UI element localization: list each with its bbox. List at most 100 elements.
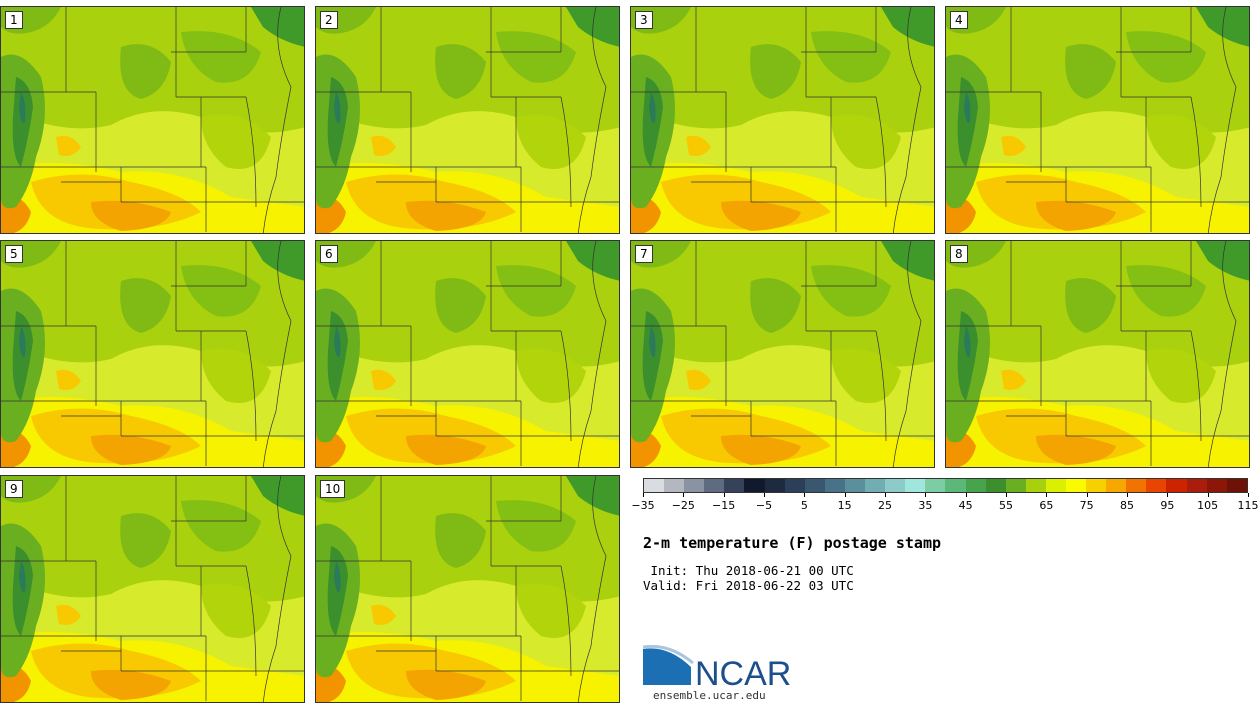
ensemble-url: ensemble.ucar.edu	[653, 689, 766, 702]
colorbar-tick-label: −5	[755, 499, 773, 512]
colorbar-tick-label: −15	[712, 499, 736, 512]
colorbar-tick	[1046, 493, 1048, 497]
colorbar-tick	[1086, 493, 1088, 497]
member-number-label: 10	[320, 480, 346, 498]
ncar-logo: NCAR	[643, 645, 791, 690]
member-map-panel: 7	[630, 240, 935, 468]
colorbar-swatch	[764, 479, 785, 492]
colorbar-swatch	[724, 479, 745, 492]
member-map-panel: 8	[945, 240, 1250, 468]
colorbar-swatch	[664, 479, 685, 492]
colorbar-swatch	[1086, 479, 1107, 492]
colorbar-tick	[764, 493, 765, 497]
member-number-label: 9	[5, 480, 23, 498]
init-time: Init: Thu 2018-06-21 00 UTC	[643, 563, 854, 578]
colorbar-swatch	[744, 479, 765, 492]
colorbar-swatch	[1065, 479, 1087, 492]
colorbar-swatch	[804, 479, 825, 492]
colorbar-swatch	[704, 479, 725, 492]
temperature-map	[1, 476, 304, 702]
colorbar-tick-label: −25	[671, 499, 695, 512]
colorbar-tick-label: 45	[958, 499, 973, 512]
member-number-label: 4	[950, 11, 968, 29]
member-map-panel: 5	[0, 240, 305, 468]
colorbar-tick	[683, 493, 685, 497]
member-number-label: 8	[950, 245, 968, 263]
colorbar-tick-label: −35	[631, 499, 655, 512]
valid-time: Valid: Fri 2018-06-22 03 UTC	[643, 578, 854, 593]
temperature-colorbar	[643, 478, 1248, 493]
colorbar-tick-label: 85	[1120, 499, 1134, 512]
colorbar-tick	[844, 493, 846, 497]
colorbar-tick-label: 35	[918, 499, 933, 512]
colorbar-tick	[1006, 493, 1007, 497]
temperature-map	[1, 241, 304, 467]
member-map-panel: 6	[315, 240, 620, 468]
member-map-panel: 9	[0, 475, 305, 703]
member-number-label: 6	[320, 245, 338, 263]
temperature-map	[316, 7, 619, 233]
temperature-map	[946, 7, 1249, 233]
colorbar-ticks: −35 −25 −15 −5 5 15 25 35 45 55 65 75 85 95 105 115	[631, 493, 1259, 515]
member-number-label: 1	[5, 11, 23, 29]
chart-title: 2-m temperature (F) postage stamp	[643, 534, 942, 552]
colorbar-swatch	[1206, 479, 1227, 492]
temperature-map	[631, 241, 934, 467]
colorbar-tick-label: 65	[1039, 499, 1054, 512]
colorbar-tick	[925, 493, 927, 497]
colorbar-swatch	[684, 479, 705, 492]
colorbar-tick	[965, 493, 967, 497]
colorbar-tick-label: 15	[837, 499, 852, 512]
colorbar-swatch	[644, 479, 665, 492]
colorbar-tick-label: 115	[1237, 499, 1259, 512]
colorbar-swatch	[1186, 479, 1207, 492]
member-number-label: 3	[635, 11, 653, 29]
colorbar-swatch	[784, 479, 805, 492]
temperature-map	[316, 241, 619, 467]
colorbar-tick	[804, 493, 806, 497]
colorbar-swatch	[925, 479, 946, 492]
colorbar-swatch	[985, 479, 1006, 492]
temperature-map	[316, 476, 619, 702]
temperature-map	[631, 7, 934, 233]
colorbar-swatch	[1126, 479, 1147, 492]
colorbar-tick-label: 75	[1079, 499, 1094, 512]
member-number-label: 5	[5, 245, 23, 263]
colorbar-tick	[723, 493, 725, 497]
colorbar-tick	[1127, 493, 1128, 497]
colorbar-tick-label: 55	[999, 499, 1013, 512]
colorbar-swatch	[1226, 479, 1247, 492]
colorbar-tick	[885, 493, 886, 497]
colorbar-tick-label: 105	[1197, 499, 1219, 512]
member-map-panel: 1	[0, 6, 305, 234]
colorbar-tick-label: 25	[878, 499, 892, 512]
member-number-label: 7	[635, 245, 653, 263]
colorbar-swatch	[1045, 479, 1066, 492]
colorbar-tick-label: 5	[800, 499, 808, 512]
svg-text:NCAR: NCAR	[695, 655, 791, 690]
colorbar-swatch	[1005, 479, 1026, 492]
member-number-label: 2	[320, 11, 338, 29]
member-map-panel: 10	[315, 475, 620, 703]
temperature-map	[1, 7, 304, 233]
colorbar-tick	[1167, 493, 1169, 497]
colorbar-tick	[1248, 493, 1249, 497]
member-map-panel: 3	[630, 6, 935, 234]
colorbar-swatch	[1146, 479, 1167, 492]
colorbar-swatch	[885, 479, 906, 492]
colorbar-swatch	[824, 479, 845, 492]
colorbar-swatch	[945, 479, 966, 492]
colorbar-swatch	[1166, 479, 1187, 492]
member-map-panel: 2	[315, 6, 620, 234]
colorbar-swatch	[965, 479, 986, 492]
colorbar-swatch	[1025, 479, 1046, 492]
member-map-panel: 4	[945, 6, 1250, 234]
colorbar-tick	[1207, 493, 1209, 497]
colorbar-tick-label: 95	[1160, 499, 1175, 512]
colorbar-swatch	[1106, 479, 1127, 492]
temperature-map	[946, 241, 1249, 467]
colorbar-tick	[643, 493, 644, 497]
colorbar-swatch	[865, 479, 886, 492]
colorbar-swatch	[844, 479, 866, 492]
colorbar-swatch	[905, 479, 926, 492]
